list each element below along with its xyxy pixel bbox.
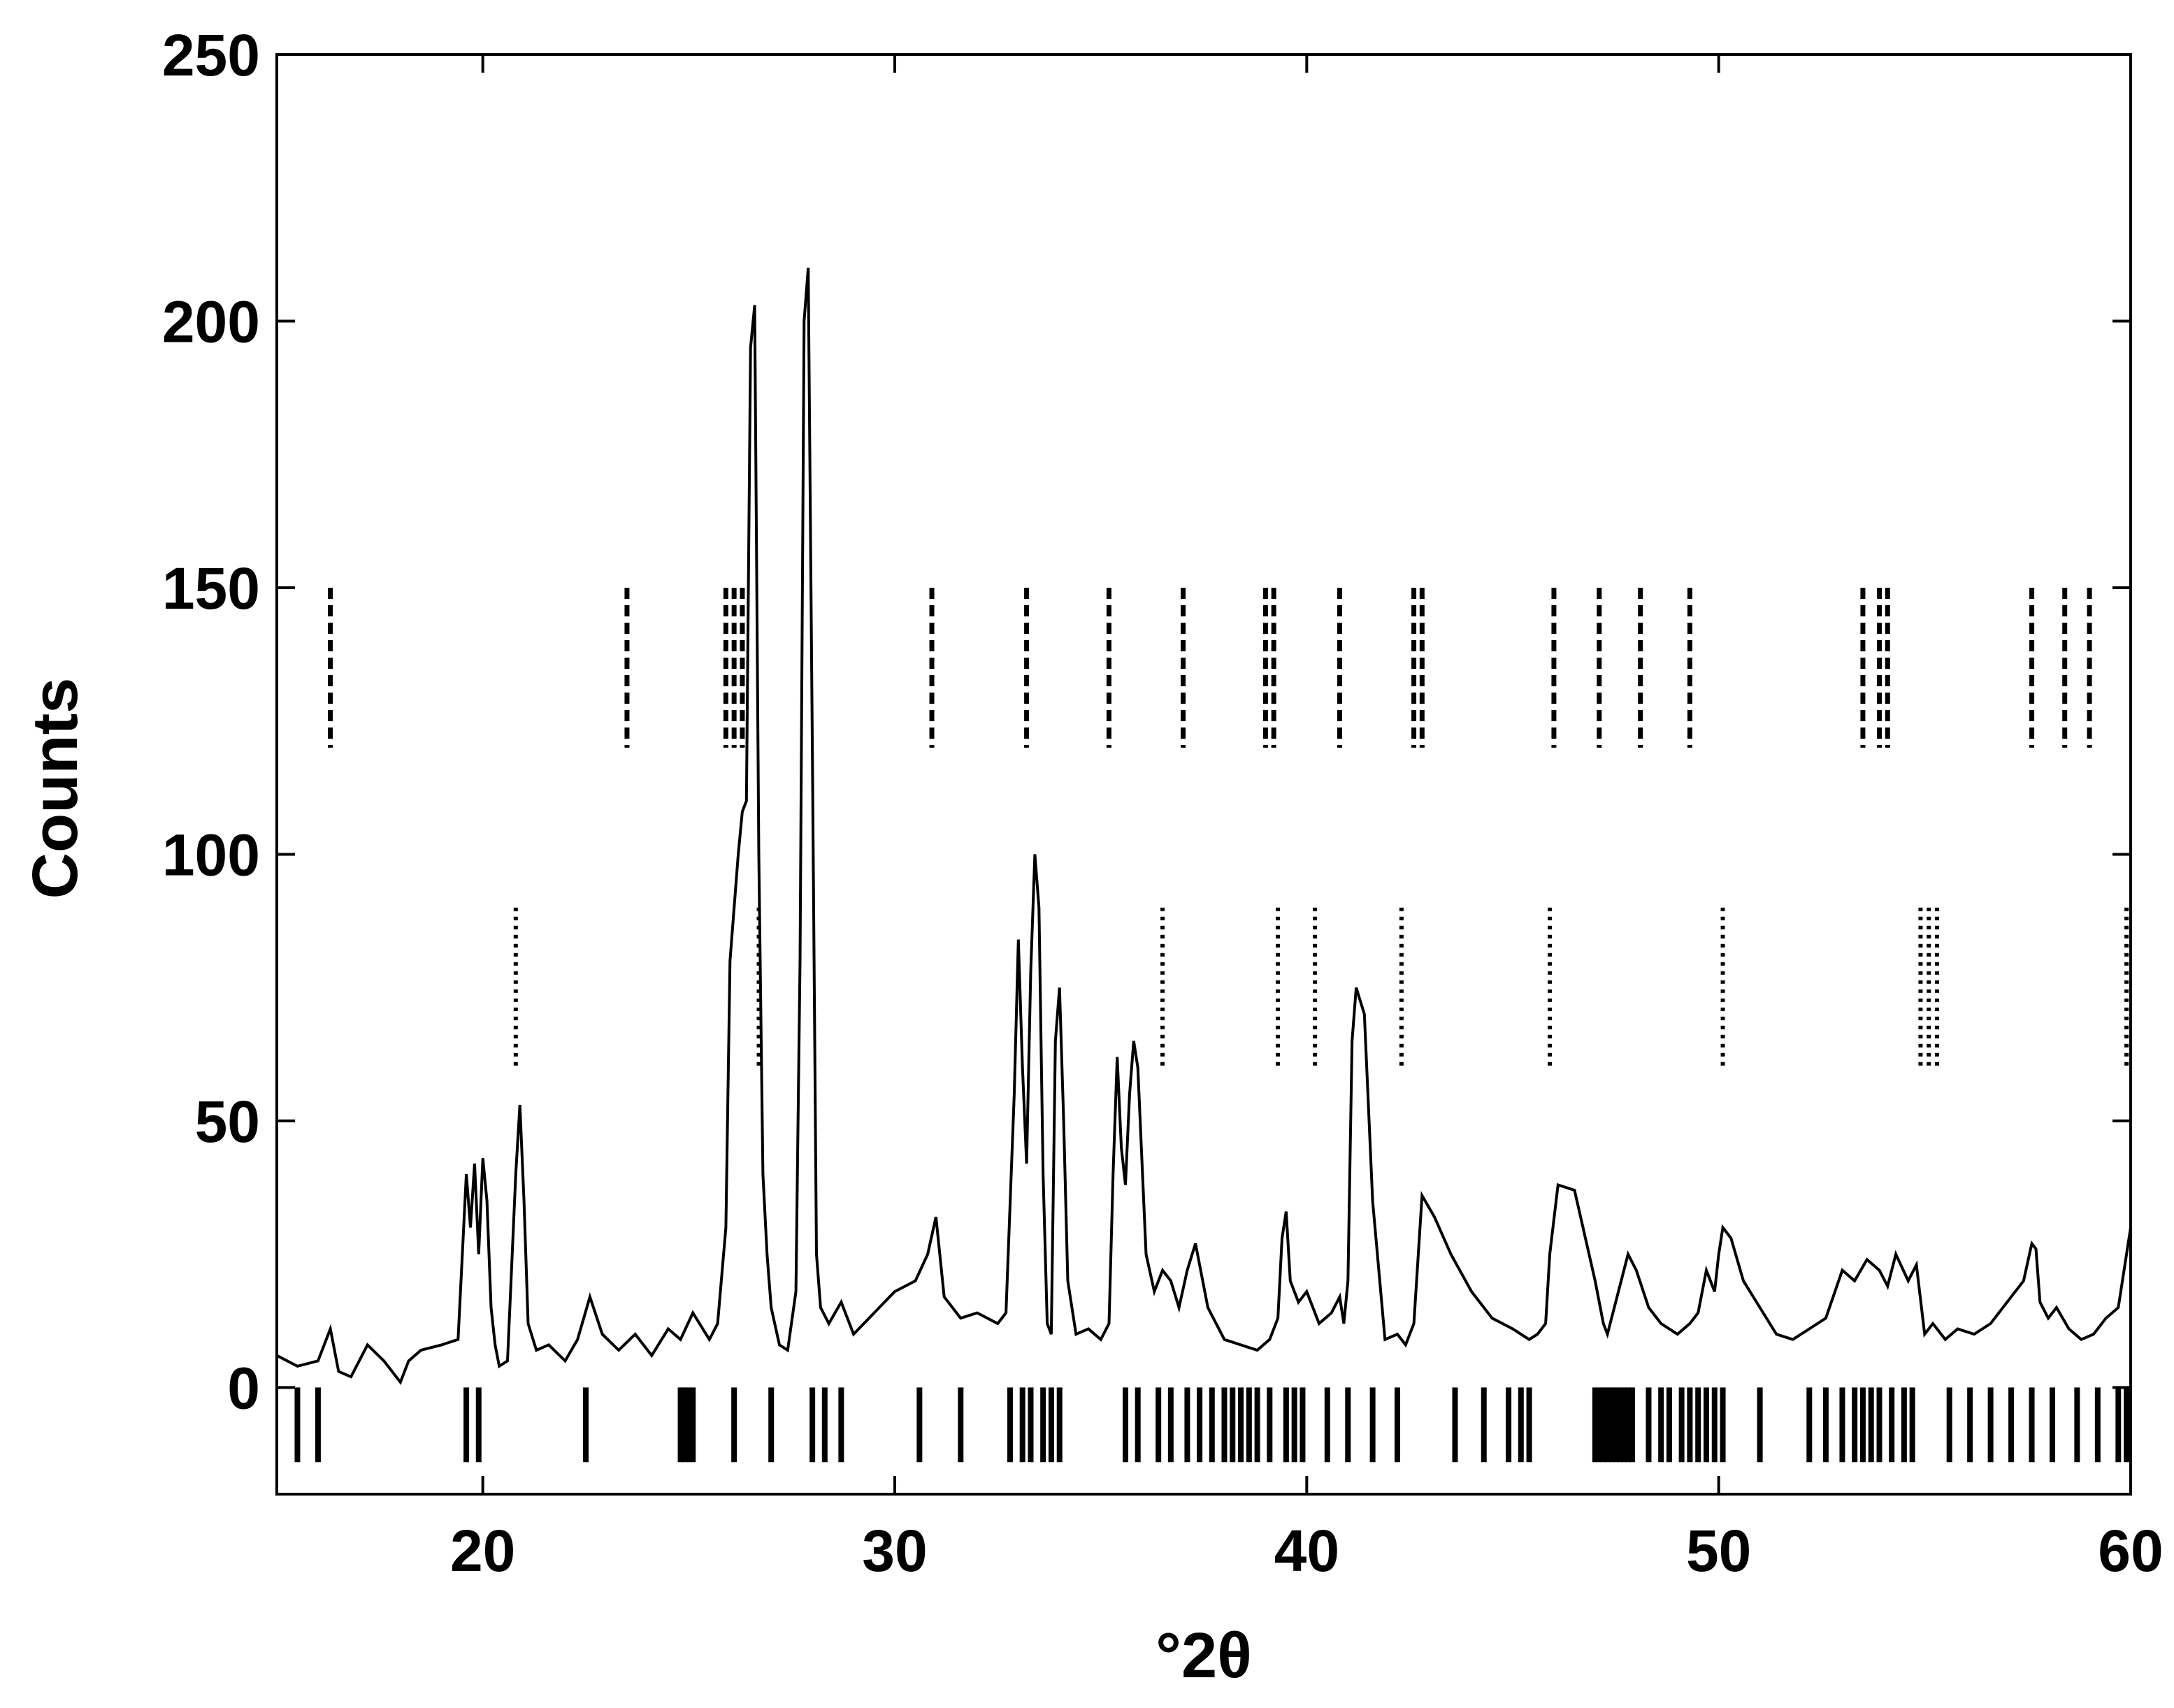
y-tick-label: 200 — [162, 289, 260, 354]
y-tick-label: 0 — [227, 1355, 260, 1421]
x-tick-label: 20 — [450, 1518, 515, 1584]
x-tick-label: 60 — [2098, 1518, 2163, 1584]
y-tick-label: 150 — [162, 556, 260, 621]
y-tick-label: 50 — [195, 1089, 260, 1155]
axis-ticks — [277, 53, 2132, 1494]
x-tick-label: 50 — [1686, 1518, 1751, 1584]
diffraction-pattern-line — [276, 268, 2132, 1385]
y-axis-title: Counts — [20, 678, 91, 899]
reference-row-solid — [294, 1387, 2130, 1463]
y-tick-label: 100 — [162, 822, 260, 888]
y-tick-label: 250 — [162, 22, 260, 88]
reference-row-dotted — [513, 907, 2129, 1068]
tick-labels: 20 30 40 50 60 0 50 100 150 200 250 — [162, 22, 2164, 1584]
x-axis-title: °2θ — [1156, 1620, 1252, 1691]
x-tick-label: 30 — [862, 1518, 927, 1584]
plot-frame — [275, 53, 2132, 1496]
x-tick-label: 40 — [1274, 1518, 1339, 1584]
tick-rows — [294, 587, 2130, 1463]
reference-row-dashed — [328, 587, 2092, 748]
